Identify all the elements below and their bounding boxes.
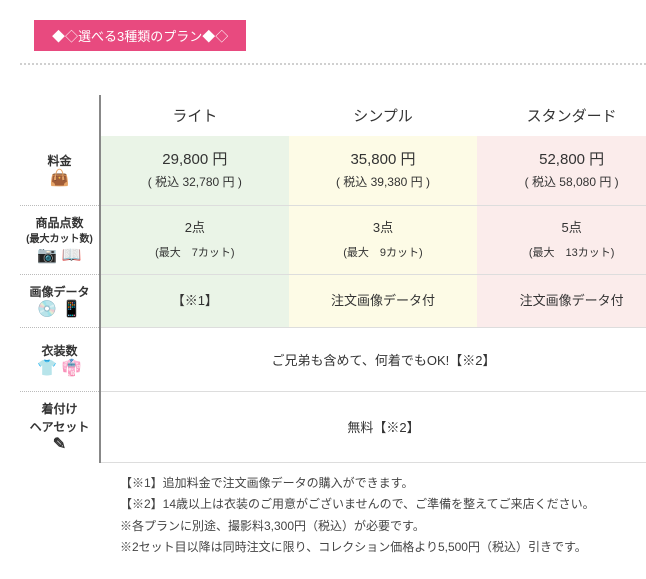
costume-label: 衣装数 (41, 344, 77, 358)
items-standard: 5点 (最大 13カット) (477, 205, 646, 274)
divider (20, 63, 646, 65)
note-line: ※各プランに別途、撮影料3,300円（税込）が必要です。 (120, 516, 646, 538)
dressing-label1: 着付け (41, 402, 77, 416)
items-label: 商品点数 (35, 216, 83, 230)
items-sublabel: (最大カット数) (24, 232, 95, 247)
price-label: 料金 (47, 154, 71, 168)
price-tax: ( 税込 39,380 円 ) (336, 175, 430, 189)
items-cuts: (最大 13カット) (483, 245, 646, 263)
price-main: 35,800 円 (350, 151, 415, 168)
dressing-merged: 無料【※2】 (100, 392, 646, 463)
price-main: 29,800 円 (162, 151, 227, 168)
row-label-dressing: 着付け ヘアセット ✎ (20, 392, 100, 463)
comb-icon: ✎ (53, 436, 66, 453)
dressing-label2: ヘアセット (30, 420, 90, 434)
plan-table: ライト シンプル スタンダード 料金 👜 29,800 円 ( 税込 32,78… (20, 95, 646, 463)
price-standard: 52,800 円 ( 税込 58,080 円 ) (477, 136, 646, 205)
price-light: 29,800 円 ( 税込 32,780 円 ) (100, 136, 289, 205)
data-simple: 注文画像データ付 (289, 275, 478, 328)
note-line: ※2セット目以降は同時注文に限り、コレクション価格より5,500円（税込）引きで… (120, 537, 646, 559)
price-tax: ( 税込 32,780 円 ) (148, 175, 242, 189)
costume-merged: ご兄弟も含めて、何着でもOK!【※2】 (100, 328, 646, 392)
bag-icon: 👜 (50, 170, 70, 187)
table-row: 料金 👜 29,800 円 ( 税込 32,780 円 ) 35,800 円 (… (20, 136, 646, 205)
row-label-price: 料金 👜 (20, 136, 100, 205)
row-label-items: 商品点数 (最大カット数) 📷 📖 (20, 205, 100, 274)
items-main: 3点 (373, 220, 393, 235)
price-tax: ( 税込 58,080 円 ) (525, 175, 619, 189)
data-light: 【※1】 (100, 275, 289, 328)
table-row: 商品点数 (最大カット数) 📷 📖 2点 (最大 7カット) 3点 (最大 9カ… (20, 205, 646, 274)
table-row: 着付け ヘアセット ✎ 無料【※2】 (20, 392, 646, 463)
col-header-light: ライト (100, 95, 289, 136)
table-row: 衣装数 👕 👘 ご兄弟も含めて、何着でもOK!【※2】 (20, 328, 646, 392)
note-line: 【※1】追加料金で注文画像データの購入ができます。 (120, 473, 646, 495)
note-line: 【※2】14歳以上は衣装のご用意がございませんので、ご準備を整えてご来店ください… (120, 494, 646, 516)
plan-banner: ◆◇選べる3種類のプラン◆◇ (34, 20, 246, 51)
items-main: 2点 (185, 220, 205, 235)
price-simple: 35,800 円 ( 税込 39,380 円 ) (289, 136, 478, 205)
notes-block: 【※1】追加料金で注文画像データの購入ができます。 【※2】14歳以上は衣装のご… (120, 473, 646, 559)
col-header-standard: スタンダード (477, 95, 646, 136)
items-simple: 3点 (最大 9カット) (289, 205, 478, 274)
items-cuts: (最大 7カット) (107, 245, 283, 263)
items-cuts: (最大 9カット) (295, 245, 472, 263)
items-light: 2点 (最大 7カット) (100, 205, 289, 274)
data-standard: 注文画像データ付 (477, 275, 646, 328)
table-row: 画像データ 💿 📱 【※1】 注文画像データ付 注文画像データ付 (20, 275, 646, 328)
camera-book-icon: 📷 📖 (37, 247, 81, 264)
row-label-costume: 衣装数 👕 👘 (20, 328, 100, 392)
row-label-data: 画像データ 💿 📱 (20, 275, 100, 328)
price-main: 52,800 円 (539, 151, 604, 168)
clothes-icon: 👕 👘 (37, 360, 81, 377)
col-header-simple: シンプル (289, 95, 478, 136)
items-main: 5点 (562, 220, 582, 235)
data-label: 画像データ (29, 285, 89, 299)
disc-phone-icon: 💿 📱 (37, 301, 81, 318)
